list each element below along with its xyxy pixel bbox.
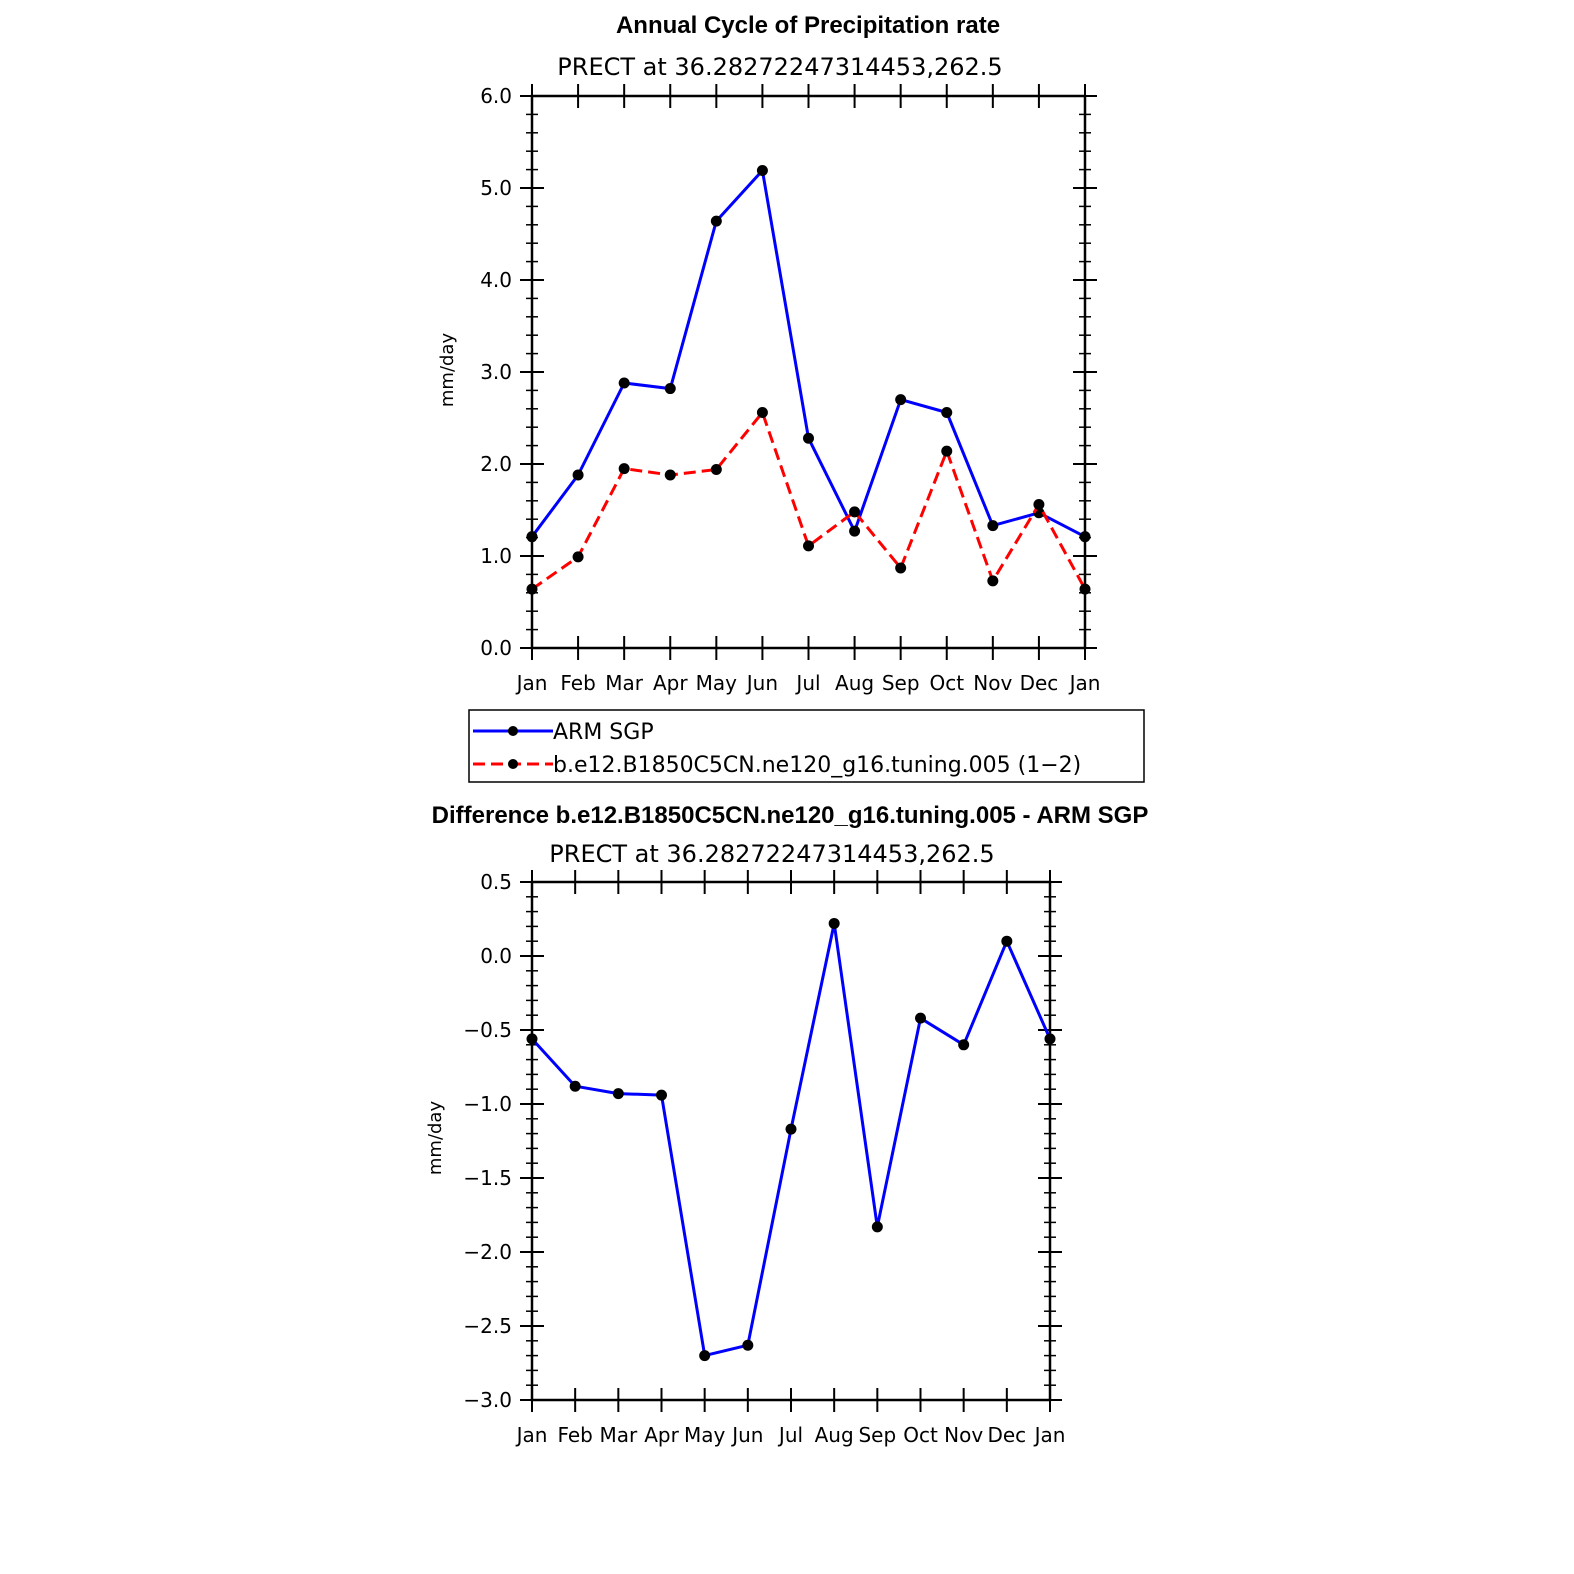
top-series-0-point (664, 383, 676, 395)
bottom-y-axis-label: mm/day (425, 1101, 446, 1176)
top-xtick-label: Jul (794, 671, 820, 695)
bottom-chart-title: Difference b.e12.B1850C5CN.ne120_g16.tun… (432, 802, 1149, 829)
bottom-series-0-point (569, 1080, 581, 1092)
bottom-xtick-label: Jun (730, 1423, 763, 1447)
top-series-1-point (710, 464, 722, 476)
top-series-1-point (941, 445, 953, 457)
top-series-1-point (664, 469, 676, 481)
top-xtick-label: Aug (835, 671, 874, 695)
bottom-series-0-point (958, 1039, 970, 1051)
legend-box (468, 709, 1145, 783)
top-xtick-label: Oct (929, 671, 964, 695)
top-series-0-point (849, 525, 861, 537)
legend-label-model: b.e12.B1850C5CN.ne120_g16.tuning.005 (1−… (553, 753, 1081, 778)
bottom-series-0-point (656, 1089, 667, 1101)
top-series-1-point (849, 506, 861, 518)
bottom-series-0-point (699, 1350, 711, 1362)
bottom-xtick-label: Mar (599, 1423, 638, 1447)
top-xtick-label: Apr (653, 671, 688, 695)
top-xtick-label: Sep (882, 671, 920, 695)
top-series-0-point (710, 215, 722, 227)
top-series-1-point (987, 575, 999, 587)
top-xtick-label: Jan (1068, 671, 1101, 695)
top-series-0-point (987, 520, 999, 532)
bottom-series-0-point (1001, 935, 1013, 947)
bottom-series-0-point (915, 1012, 926, 1024)
bottom-ytick-label: −2.0 (463, 1240, 512, 1264)
bottom-xtick-label: Jan (1033, 1423, 1066, 1447)
top-series-0-point (572, 469, 584, 481)
top-series-0-point (618, 377, 630, 389)
top-xtick-label: Mar (605, 671, 644, 695)
bottom-series-0-point (612, 1088, 624, 1100)
top-ytick-label: 1.0 (480, 544, 512, 568)
top-ytick-label: 6.0 (480, 84, 512, 108)
bottom-series-0-point (742, 1339, 754, 1351)
top-xtick-label: Dec (1020, 671, 1059, 695)
top-chart-subtitle: PRECT at 36.28272247314453,262.5 (557, 53, 1002, 81)
bottom-xtick-label: Feb (557, 1423, 592, 1447)
legend: ARM SGP b.e12.B1850C5CN.ne120_g16.tuning… (468, 709, 1145, 783)
top-ytick-label: 3.0 (480, 360, 512, 384)
legend-label-obs: ARM SGP (553, 720, 654, 745)
bottom-ytick-label: 0.0 (480, 944, 512, 968)
legend-marker-obs (508, 726, 518, 736)
top-xtick-label: Jan (515, 671, 548, 695)
bottom-series-0-line (530, 921, 1052, 1358)
top-ytick-label: 2.0 (480, 452, 512, 476)
bottom-series-0-point (526, 1033, 538, 1045)
bottom-xtick-label: Sep (858, 1423, 896, 1447)
top-ytick-label: 5.0 (480, 176, 512, 200)
bottom-xtick-label: Jul (777, 1423, 803, 1447)
top-series-1-point (1033, 498, 1045, 510)
top-chart-title: Annual Cycle of Precipitation rate (616, 12, 1000, 39)
bottom-xtick-label: Oct (903, 1423, 938, 1447)
top-series-1-point (756, 406, 768, 418)
top-series-1-point (803, 540, 814, 552)
bottom-xtick-label: Dec (987, 1423, 1026, 1447)
legend-marker-model (508, 759, 518, 769)
top-series-0-point (941, 406, 953, 418)
bottom-series-0-point (828, 917, 840, 929)
bottom-chart-subtitle: PRECT at 36.28272247314453,262.5 (549, 840, 994, 868)
top-xtick-label: Jun (745, 671, 778, 695)
bottom-ytick-label: −2.5 (463, 1314, 512, 1338)
bottom-series-0-point (785, 1123, 797, 1135)
top-series-1-point (618, 463, 630, 475)
top-series-1-point (526, 583, 538, 595)
bottom-ytick-label: 0.5 (480, 870, 512, 894)
bottom-ytick-label: −0.5 (463, 1018, 512, 1042)
top-series-0-point (756, 165, 768, 177)
top-series-0-point (1079, 531, 1091, 543)
top-series-0-line (530, 169, 1086, 539)
top-ytick-label: 4.0 (480, 268, 512, 292)
top-series-0-point (895, 394, 907, 406)
top-series-1-point (572, 551, 584, 563)
bottom-xtick-label: Aug (815, 1423, 854, 1447)
top-y-axis-label: mm/day (437, 333, 458, 408)
top-series-1-point (1079, 583, 1091, 595)
bottom-series-0-point (1044, 1033, 1056, 1045)
bottom-xtick-label: May (684, 1423, 726, 1447)
top-series-1-point (895, 562, 907, 574)
bottom-frame (530, 880, 1052, 1402)
top-series-0-point (803, 432, 814, 444)
bottom-ytick-label: −3.0 (463, 1388, 512, 1412)
bottom-xtick-label: Apr (644, 1423, 679, 1447)
bottom-xtick-label: Nov (944, 1423, 983, 1447)
bottom-ytick-label: −1.5 (463, 1166, 512, 1190)
top-series-0-point (526, 531, 538, 543)
top-ytick-label: 0.0 (480, 636, 512, 660)
top-xtick-label: May (696, 671, 738, 695)
top-xtick-label: Nov (973, 671, 1012, 695)
bottom-xtick-label: Jan (515, 1423, 548, 1447)
top-plot-area: 0.0 1.0 2.0 3.0 4.0 5.0 6.0 Jan Feb Mar Apr May Jun J… (480, 84, 1100, 695)
bottom-ytick-label: −1.0 (463, 1092, 512, 1116)
bottom-series-0-point (871, 1221, 883, 1233)
top-xtick-label: Feb (560, 671, 595, 695)
